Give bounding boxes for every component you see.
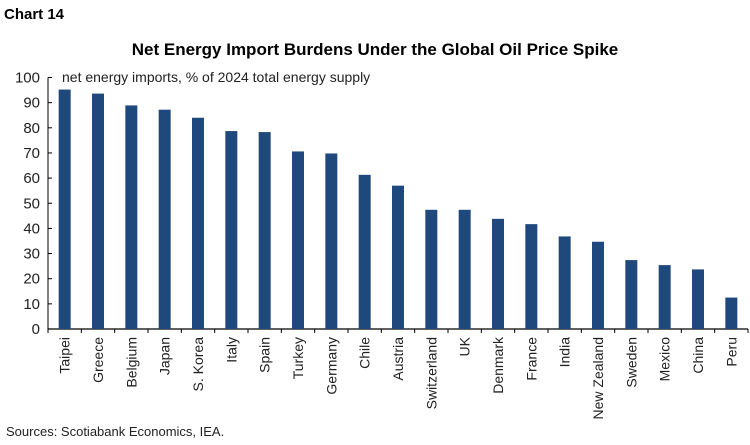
x-tick-label: Denmark [490, 336, 506, 394]
bar-spain [258, 132, 271, 329]
bar-taipei [58, 89, 71, 330]
x-tick-label: UK [457, 336, 473, 356]
y-tick-label: 100 [15, 70, 40, 87]
bar-india [558, 236, 571, 329]
x-tick-label: Greece [90, 337, 106, 383]
x-tick-label: Chile [357, 337, 373, 369]
y-tick-label: 60 [23, 170, 40, 187]
x-tick-label: Taipei [57, 337, 73, 374]
x-tick-label: Mexico [657, 337, 673, 382]
x-tick-label: Belgium [123, 337, 139, 388]
bar-belgium [125, 105, 138, 329]
bar-sweden [625, 260, 638, 329]
x-tick-label: New Zealand [590, 337, 606, 420]
y-tick-label: 90 [23, 95, 40, 112]
x-tick-label: Switzerland [423, 337, 439, 409]
y-axis-label: net energy imports, % of 2024 total ener… [62, 69, 370, 85]
y-tick-label: 70 [23, 145, 40, 162]
x-tick-label: S. Korea [190, 337, 206, 392]
x-tick-label: Peru [723, 337, 739, 367]
x-tick-label: Austria [390, 337, 406, 381]
x-tick-label: Germany [323, 337, 339, 395]
bar-greece [92, 93, 104, 329]
x-tick-label: France [523, 337, 539, 381]
x-tick-label: China [690, 337, 706, 374]
bar-turkey [292, 151, 304, 329]
bar-switzerland [425, 209, 438, 329]
x-tick-label: Italy [223, 337, 239, 363]
chart-title: Net Energy Import Burdens Under the Glob… [131, 40, 619, 59]
y-tick-label: 0 [32, 321, 40, 338]
bar-china [692, 269, 704, 329]
x-tick-label: Spain [257, 337, 273, 373]
source-note: Sources: Scotiabank Economics, IEA. [6, 424, 225, 439]
bar-peru [725, 297, 738, 329]
bar-germany [325, 153, 338, 329]
y-tick-label: 10 [23, 296, 40, 313]
bar-new-zealand [592, 241, 604, 329]
x-tick-label: Sweden [623, 337, 639, 388]
x-tick-label: Turkey [290, 337, 306, 379]
x-tick-label: India [557, 337, 573, 368]
x-tick-label: Japan [157, 337, 173, 375]
chart-label: Chart 14 [4, 6, 65, 23]
y-tick-label: 30 [23, 246, 40, 263]
bar-italy [225, 131, 238, 329]
y-tick-label: 40 [23, 220, 40, 237]
bar-denmark [492, 218, 504, 329]
y-tick-label: 20 [23, 271, 40, 288]
y-tick-label: 50 [23, 195, 40, 212]
bar-france [525, 224, 538, 329]
bar-japan [158, 109, 171, 329]
bar-uk [458, 209, 471, 329]
bar-austria [392, 185, 404, 329]
y-tick-label: 80 [23, 120, 40, 137]
bar-mexico [658, 265, 671, 329]
bar-s-korea [192, 117, 204, 330]
bar-chile [358, 174, 371, 329]
